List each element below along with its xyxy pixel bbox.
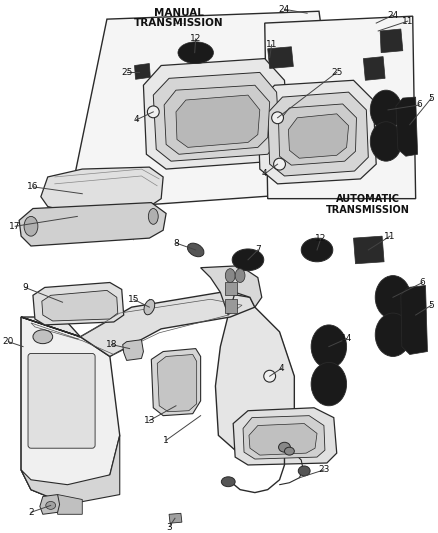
Text: 8: 8 — [173, 239, 179, 247]
Text: 1: 1 — [163, 436, 169, 445]
Text: 16: 16 — [27, 182, 39, 191]
Polygon shape — [176, 95, 260, 147]
Polygon shape — [157, 354, 197, 411]
Ellipse shape — [284, 447, 294, 455]
Polygon shape — [19, 203, 166, 246]
Text: 9: 9 — [22, 283, 28, 292]
Ellipse shape — [272, 112, 283, 124]
Text: TRANSMISSION: TRANSMISSION — [326, 206, 410, 215]
Polygon shape — [353, 236, 384, 264]
Polygon shape — [134, 63, 150, 79]
Ellipse shape — [33, 330, 53, 344]
Text: 2: 2 — [28, 508, 34, 517]
Polygon shape — [58, 495, 82, 514]
Ellipse shape — [311, 325, 346, 368]
Polygon shape — [153, 72, 279, 161]
Ellipse shape — [279, 442, 290, 452]
Text: 7: 7 — [255, 246, 261, 254]
Polygon shape — [380, 29, 403, 53]
Text: 12: 12 — [315, 233, 327, 243]
Polygon shape — [151, 349, 201, 416]
Text: 11: 11 — [384, 232, 396, 240]
Polygon shape — [265, 16, 416, 199]
Text: 4: 4 — [262, 169, 268, 179]
Polygon shape — [249, 424, 317, 455]
Text: 11: 11 — [266, 41, 277, 49]
Ellipse shape — [46, 502, 56, 510]
Polygon shape — [41, 167, 163, 213]
Ellipse shape — [221, 477, 235, 487]
Polygon shape — [143, 59, 290, 169]
Ellipse shape — [24, 216, 38, 236]
Ellipse shape — [148, 208, 158, 224]
Text: 5: 5 — [428, 301, 434, 310]
Ellipse shape — [264, 370, 276, 382]
Ellipse shape — [187, 243, 204, 257]
Text: 3: 3 — [166, 523, 172, 531]
Text: 4: 4 — [134, 115, 139, 124]
Text: 25: 25 — [121, 68, 132, 77]
Polygon shape — [33, 282, 124, 325]
Text: 24: 24 — [387, 11, 399, 20]
Ellipse shape — [225, 269, 235, 282]
Ellipse shape — [301, 238, 333, 262]
Polygon shape — [279, 104, 357, 165]
Text: 6: 6 — [417, 100, 423, 109]
Ellipse shape — [235, 269, 245, 282]
Text: 15: 15 — [128, 295, 139, 304]
Text: 11: 11 — [402, 17, 413, 26]
Text: 23: 23 — [318, 465, 330, 474]
Bar — [225, 281, 237, 295]
Text: 4: 4 — [279, 364, 284, 373]
Polygon shape — [21, 317, 80, 504]
Polygon shape — [21, 317, 120, 504]
Polygon shape — [215, 293, 294, 450]
Polygon shape — [67, 11, 344, 211]
Text: 24: 24 — [279, 5, 290, 14]
Polygon shape — [42, 290, 118, 321]
Ellipse shape — [375, 313, 411, 357]
Text: AUTOMATIC: AUTOMATIC — [336, 193, 400, 204]
Ellipse shape — [178, 42, 213, 63]
Ellipse shape — [274, 158, 286, 170]
Ellipse shape — [147, 106, 159, 118]
Polygon shape — [364, 56, 385, 80]
Polygon shape — [268, 92, 368, 176]
Ellipse shape — [298, 466, 310, 476]
Polygon shape — [169, 513, 182, 523]
Polygon shape — [396, 97, 417, 156]
Text: . TRANSMISSION: . TRANSMISSION — [173, 22, 185, 23]
Polygon shape — [268, 47, 293, 68]
FancyBboxPatch shape — [28, 353, 95, 448]
Text: 18: 18 — [106, 340, 118, 349]
Text: TRANSMISSION: TRANSMISSION — [134, 18, 224, 28]
Ellipse shape — [375, 276, 411, 319]
Ellipse shape — [370, 122, 402, 161]
Polygon shape — [164, 85, 270, 154]
Text: 13: 13 — [144, 416, 155, 425]
Ellipse shape — [144, 300, 155, 315]
Bar — [225, 299, 237, 313]
Polygon shape — [123, 340, 143, 360]
Polygon shape — [201, 266, 262, 315]
Polygon shape — [40, 495, 60, 514]
Text: 14: 14 — [341, 334, 352, 343]
Text: MANUAL: MANUAL — [154, 8, 204, 18]
Polygon shape — [21, 435, 120, 504]
Ellipse shape — [311, 362, 346, 406]
Text: 5: 5 — [428, 94, 434, 102]
Ellipse shape — [232, 249, 264, 271]
Polygon shape — [401, 286, 427, 354]
Text: 12: 12 — [190, 34, 201, 43]
Text: 6: 6 — [420, 278, 425, 287]
Polygon shape — [243, 416, 325, 459]
Polygon shape — [233, 408, 337, 465]
Text: 20: 20 — [3, 337, 14, 346]
Polygon shape — [258, 80, 376, 184]
Text: 25: 25 — [331, 68, 343, 77]
Text: 17: 17 — [10, 222, 21, 231]
Polygon shape — [288, 114, 349, 158]
Polygon shape — [21, 293, 255, 357]
Ellipse shape — [370, 90, 402, 130]
